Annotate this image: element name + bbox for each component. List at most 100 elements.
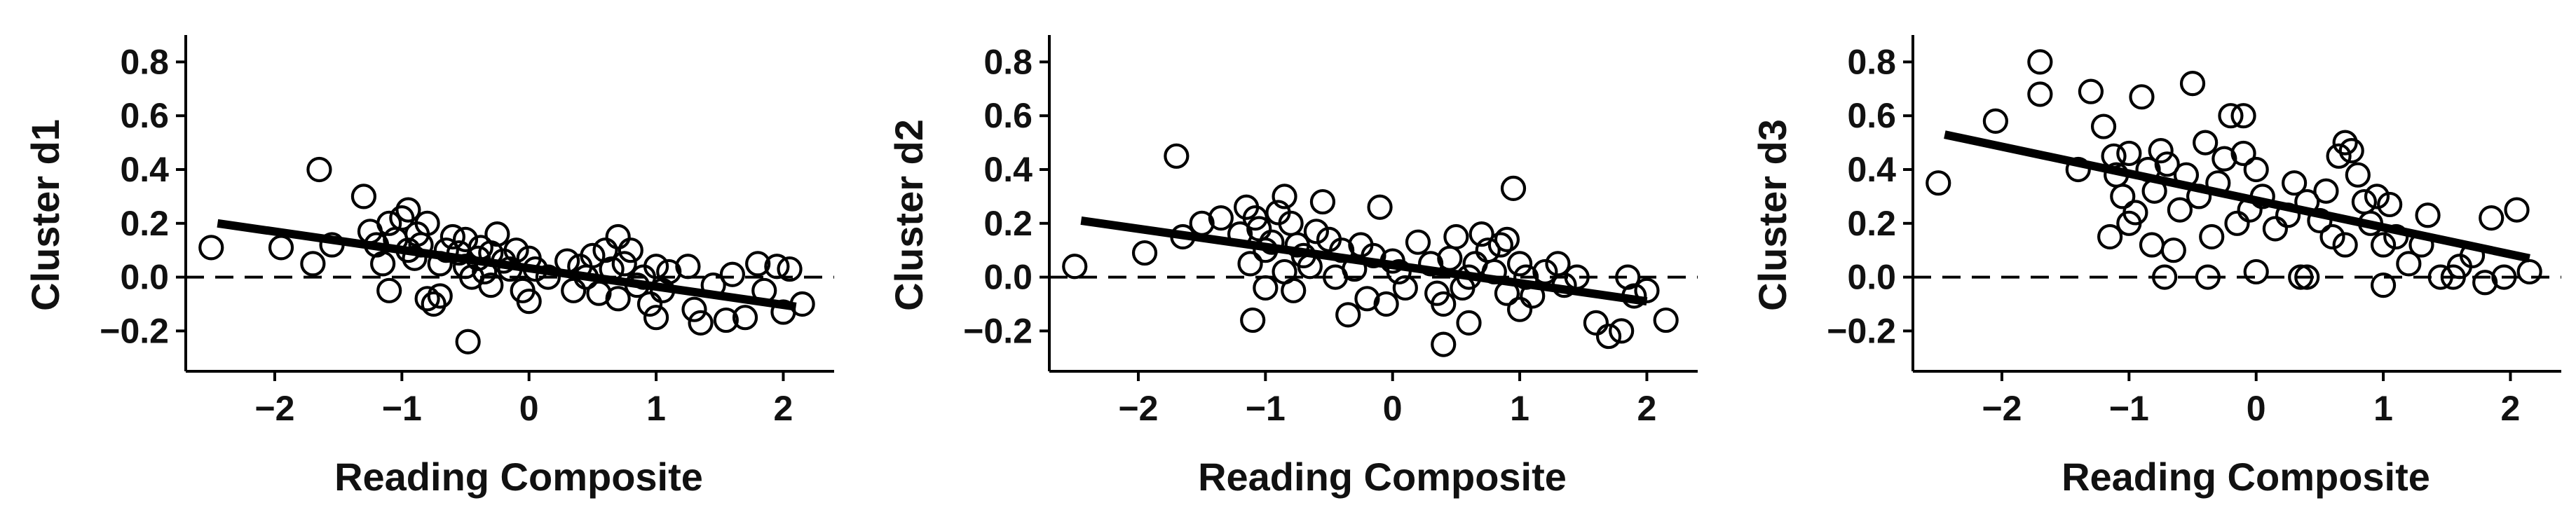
- data-point: [1500, 175, 1527, 201]
- data-point: [433, 237, 459, 263]
- data-point: [1367, 194, 1393, 220]
- data-point: [370, 251, 396, 277]
- data-point: [1926, 170, 1951, 196]
- y-tick-label: 0.8: [1847, 42, 1896, 81]
- y-tick-label: 0.2: [1847, 204, 1896, 243]
- data-point: [2110, 184, 2136, 209]
- data-point: [1653, 307, 1679, 333]
- data-point: [1487, 232, 1513, 258]
- y-axis-title: Cluster d3: [1750, 119, 1794, 311]
- data-point: [1595, 323, 1622, 350]
- data-point: [745, 251, 771, 277]
- chart-panel-d3: Cluster d3 Reading Composite −0.2 0.0 0.2 0…: [1750, 35, 2561, 499]
- x-tick-label: −1: [2109, 389, 2149, 428]
- data-point: [1361, 242, 1386, 268]
- data-point: [2307, 207, 2333, 234]
- data-point: [1253, 275, 1279, 301]
- data-point: [1303, 219, 1329, 244]
- data-point: [580, 242, 606, 268]
- data-point: [643, 305, 669, 331]
- y-tick-label: 0.0: [1847, 258, 1896, 297]
- data-point: [2154, 151, 2180, 177]
- y-tick-label: 0.6: [983, 96, 1033, 135]
- data-point: [2129, 84, 2155, 110]
- data-point: [1468, 221, 1494, 247]
- x-tick-label: 1: [646, 389, 666, 428]
- y-tick-label: −0.2: [1827, 311, 1896, 350]
- data-point: [439, 223, 465, 250]
- data-point: [2332, 232, 2358, 258]
- data-point: [1373, 291, 1399, 317]
- data-point: [2370, 232, 2397, 258]
- data-point: [2491, 264, 2517, 290]
- data-point: [2364, 184, 2390, 209]
- data-point: [2212, 146, 2237, 172]
- data-point: [1418, 251, 1444, 277]
- plot-area-d3: −0.2 0.0 0.2 0.4 0.6 0.8 −2 −1 0 1 2: [1827, 35, 2561, 428]
- data-point: [1309, 188, 1336, 215]
- y-tick-label: 0.2: [983, 204, 1033, 243]
- data-point: [2282, 170, 2308, 196]
- data-point: [719, 261, 746, 287]
- regression-line: [1080, 216, 1648, 306]
- regression-line: [1944, 130, 2530, 263]
- x-tick-label: −1: [1246, 389, 1286, 428]
- x-tick-label: 2: [774, 389, 793, 428]
- x-tick-label: 0: [2247, 389, 2266, 428]
- data-point: [2078, 78, 2104, 104]
- x-tick-label: −2: [1982, 389, 2022, 428]
- plot-area-d1: −0.2 0.0 0.2 0.4 0.6 0.8 −2 −1 0 1 2: [100, 35, 834, 428]
- data-point: [350, 184, 377, 209]
- data-point: [1242, 205, 1268, 231]
- data-point: [2516, 258, 2542, 285]
- data-point: [1335, 302, 1361, 328]
- data-point: [268, 235, 294, 261]
- data-point: [2122, 200, 2148, 226]
- x-tick-label: 1: [1510, 389, 1529, 428]
- data-point: [402, 245, 428, 271]
- data-point: [2139, 232, 2165, 258]
- x-tick-label: 0: [1383, 389, 1403, 428]
- data-point: [732, 305, 758, 331]
- data-point: [535, 264, 561, 290]
- y-axis-title: Cluster d1: [23, 119, 67, 311]
- data-point: [2472, 270, 2498, 296]
- y-tick-label: 0.2: [120, 204, 169, 243]
- data-point: [2230, 103, 2256, 129]
- data-point: [2504, 197, 2530, 223]
- data-point: [1272, 184, 1297, 209]
- x-tick-label: 0: [519, 389, 539, 428]
- data-point: [2199, 223, 2225, 250]
- data-point: [1583, 310, 1609, 336]
- plot-area-d2: −0.2 0.0 0.2 0.4 0.6 0.8 −2 −1 0 1 2: [963, 35, 1698, 428]
- data-point: [2345, 162, 2371, 188]
- x-tick-label: −1: [382, 389, 422, 428]
- data-point: [611, 251, 637, 277]
- data-point: [1131, 240, 1158, 266]
- data-point: [2262, 216, 2289, 242]
- x-tick-label: 1: [2373, 389, 2393, 428]
- y-tick-label: 0.6: [1847, 96, 1896, 135]
- x-tick-label: 2: [1637, 389, 1657, 428]
- data-point: [300, 251, 326, 277]
- x-axis-title: Reading Composite: [2062, 455, 2430, 499]
- data-point: [2148, 138, 2174, 164]
- data-point: [2027, 49, 2053, 75]
- data-point: [2230, 140, 2256, 167]
- data-point: [2415, 202, 2441, 228]
- y-tick-label: 0.4: [1847, 150, 1896, 189]
- data-point: [2243, 258, 2269, 285]
- data-point: [516, 289, 542, 315]
- data-point: [427, 283, 453, 309]
- data-point: [2427, 264, 2453, 290]
- chart-panel-d2: Cluster d2 Reading Composite −0.2 0.0 0.2 0…: [887, 35, 1698, 499]
- data-point: [681, 296, 707, 322]
- data-point: [1240, 307, 1266, 333]
- data-point: [2195, 264, 2221, 290]
- y-tick-label: 0.8: [983, 42, 1033, 81]
- data-point: [198, 235, 224, 261]
- data-point: [2319, 223, 2345, 250]
- data-point: [484, 221, 510, 247]
- y-tick-label: 0.4: [983, 150, 1033, 189]
